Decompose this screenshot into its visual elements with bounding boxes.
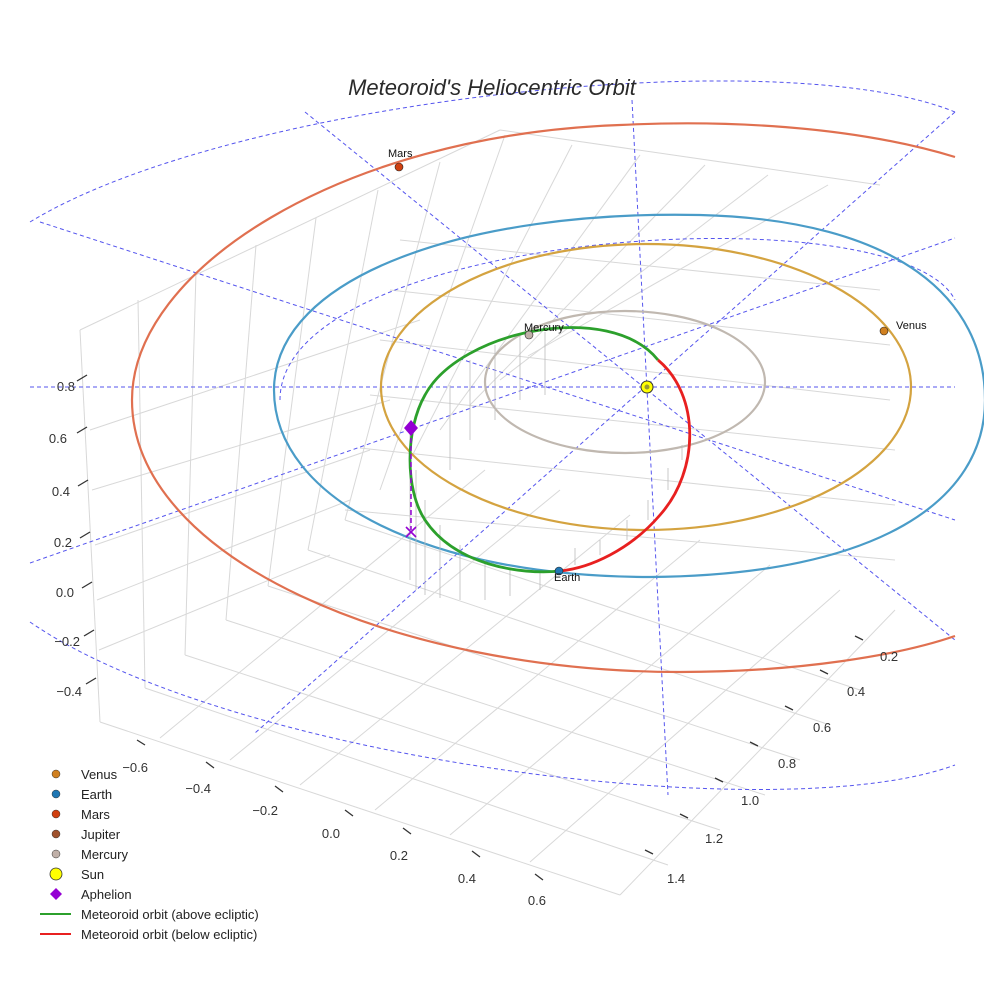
y-axis: 0.2 0.4 0.6 0.8 1.0 1.2 1.4: [644, 635, 898, 886]
legend-label: Venus: [81, 767, 118, 782]
earth-orbit: [272, 213, 984, 579]
y-tick-label: 0.2: [880, 649, 898, 664]
legend-marker-aphelion: [50, 888, 62, 900]
legend-label: Sun: [81, 867, 104, 882]
planet-label-mars: Mars: [388, 148, 413, 160]
x-tick-label: 0.6: [528, 893, 546, 908]
z-tick-label: 0.8: [57, 379, 75, 394]
grid-panes: [79, 129, 896, 896]
legend: Venus Earth Mars Jupiter Mercury Sun Aph…: [40, 767, 259, 942]
planets: Mars Venus Mercury Earth: [388, 148, 927, 584]
z-tick-label: −0.4: [56, 684, 82, 699]
planet-venus: [879, 326, 889, 336]
x-tick-label: 0.0: [322, 826, 340, 841]
legend-label: Aphelion: [81, 887, 132, 902]
y-tick-label: 0.4: [847, 684, 865, 699]
y-tick-label: 0.8: [778, 756, 796, 771]
x-axis: −0.6 −0.4 −0.2 0.0 0.2 0.4 0.6: [122, 739, 546, 908]
legend-marker-mars: [51, 809, 61, 819]
planet-mercury: [524, 330, 534, 340]
legend-label: Meteoroid orbit (above ecliptic): [81, 907, 259, 922]
z-tick-label: 0.2: [54, 535, 72, 550]
y-tick-label: 0.6: [813, 720, 831, 735]
z-tick-label: 0.4: [52, 484, 70, 499]
y-tick-label: 1.2: [705, 831, 723, 846]
legend-label: Earth: [81, 787, 112, 802]
planet-orbits: [130, 122, 984, 674]
x-tick-label: 0.4: [458, 871, 476, 886]
legend-marker-sun: [49, 867, 63, 881]
mercury-orbit: [483, 309, 767, 455]
legend-label: Meteoroid orbit (below ecliptic): [81, 927, 257, 942]
legend-marker-earth: [51, 789, 61, 799]
chart-title: Meteoroid's Heliocentric Orbit: [348, 75, 637, 100]
legend-label: Mercury: [81, 847, 128, 862]
legend-label: Mars: [81, 807, 110, 822]
legend-marker-venus: [51, 769, 61, 779]
z-tick-label: −0.2: [54, 634, 80, 649]
aphelion-diamond: [404, 420, 418, 436]
mars-orbit: [130, 122, 956, 674]
planet-label-earth: Earth: [554, 572, 580, 584]
y-tick-label: 1.4: [667, 871, 685, 886]
planet-mars: [394, 162, 404, 172]
legend-label: Jupiter: [81, 827, 121, 842]
aphelion-projection-cross: [405, 526, 417, 538]
x-tick-label: −0.4: [185, 781, 211, 796]
aphelion-markers: [404, 420, 418, 538]
z-axis: 0.8 0.6 0.4 0.2 0.0 −0.2 −0.4: [49, 374, 97, 699]
z-tick-label: 0.6: [49, 431, 67, 446]
legend-marker-jupiter: [51, 829, 61, 839]
z-tick-label: 0.0: [56, 585, 74, 600]
planet-label-mercury: Mercury: [524, 322, 564, 334]
planet-earth: [554, 566, 564, 576]
legend-marker-mercury: [51, 849, 61, 859]
y-tick-label: 1.0: [741, 793, 759, 808]
meteoroid-orbit-below: [559, 358, 692, 573]
ecliptic-reference: [29, 80, 956, 796]
sun-core: [644, 384, 650, 390]
x-tick-label: 0.2: [390, 848, 408, 863]
planet-label-venus: Venus: [896, 320, 927, 332]
x-tick-label: −0.2: [252, 803, 278, 818]
meteoroid-orbit: [408, 326, 692, 574]
x-tick-label: −0.6: [122, 760, 148, 775]
